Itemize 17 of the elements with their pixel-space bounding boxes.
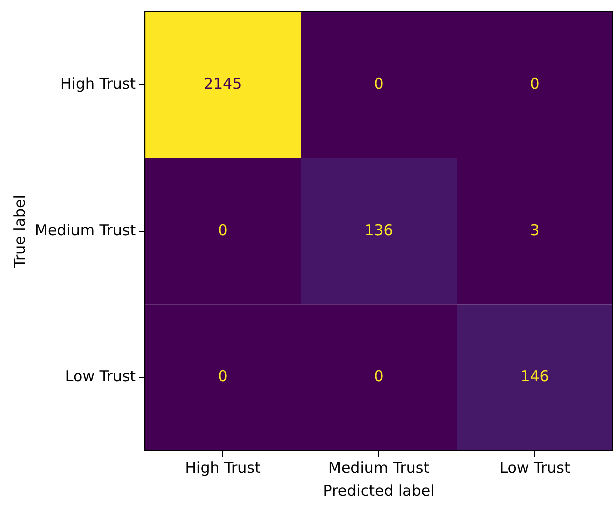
x-tick-label: Low Trust xyxy=(500,458,570,477)
data-label: 0 xyxy=(374,368,384,386)
data-label: 0 xyxy=(218,221,228,240)
data-label: 146 xyxy=(520,368,550,386)
data-label: 2145 xyxy=(204,75,242,94)
y-tick-label: High Trust xyxy=(60,75,136,94)
data-label: 0 xyxy=(530,75,540,94)
y-tick-label: Medium Trust xyxy=(34,221,136,240)
x-axis-title: Predicted label xyxy=(323,482,435,500)
y-tick-label: Low Trust xyxy=(65,368,136,386)
data-label: 0 xyxy=(374,75,384,94)
data-label: 136 xyxy=(364,221,394,240)
y-axis-title: True label xyxy=(10,195,29,269)
data-label: 0 xyxy=(218,368,228,386)
data-label: 3 xyxy=(530,221,540,240)
x-tick-label: High Trust xyxy=(185,458,261,477)
x-tick-label: Medium Trust xyxy=(328,458,430,477)
